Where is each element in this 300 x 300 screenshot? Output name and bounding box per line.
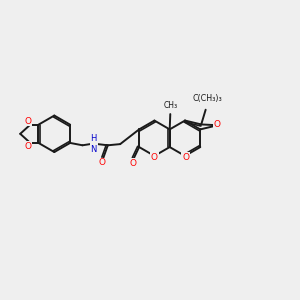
Text: O: O: [214, 121, 221, 130]
Text: O: O: [99, 158, 106, 167]
Text: O: O: [129, 159, 136, 168]
Text: H
N: H N: [91, 134, 97, 154]
Text: C(CH₃)₃: C(CH₃)₃: [192, 94, 222, 103]
Text: O: O: [151, 153, 158, 162]
Text: O: O: [24, 117, 32, 126]
Text: CH₃: CH₃: [163, 101, 177, 110]
Text: O: O: [24, 142, 32, 151]
Text: O: O: [182, 153, 189, 162]
